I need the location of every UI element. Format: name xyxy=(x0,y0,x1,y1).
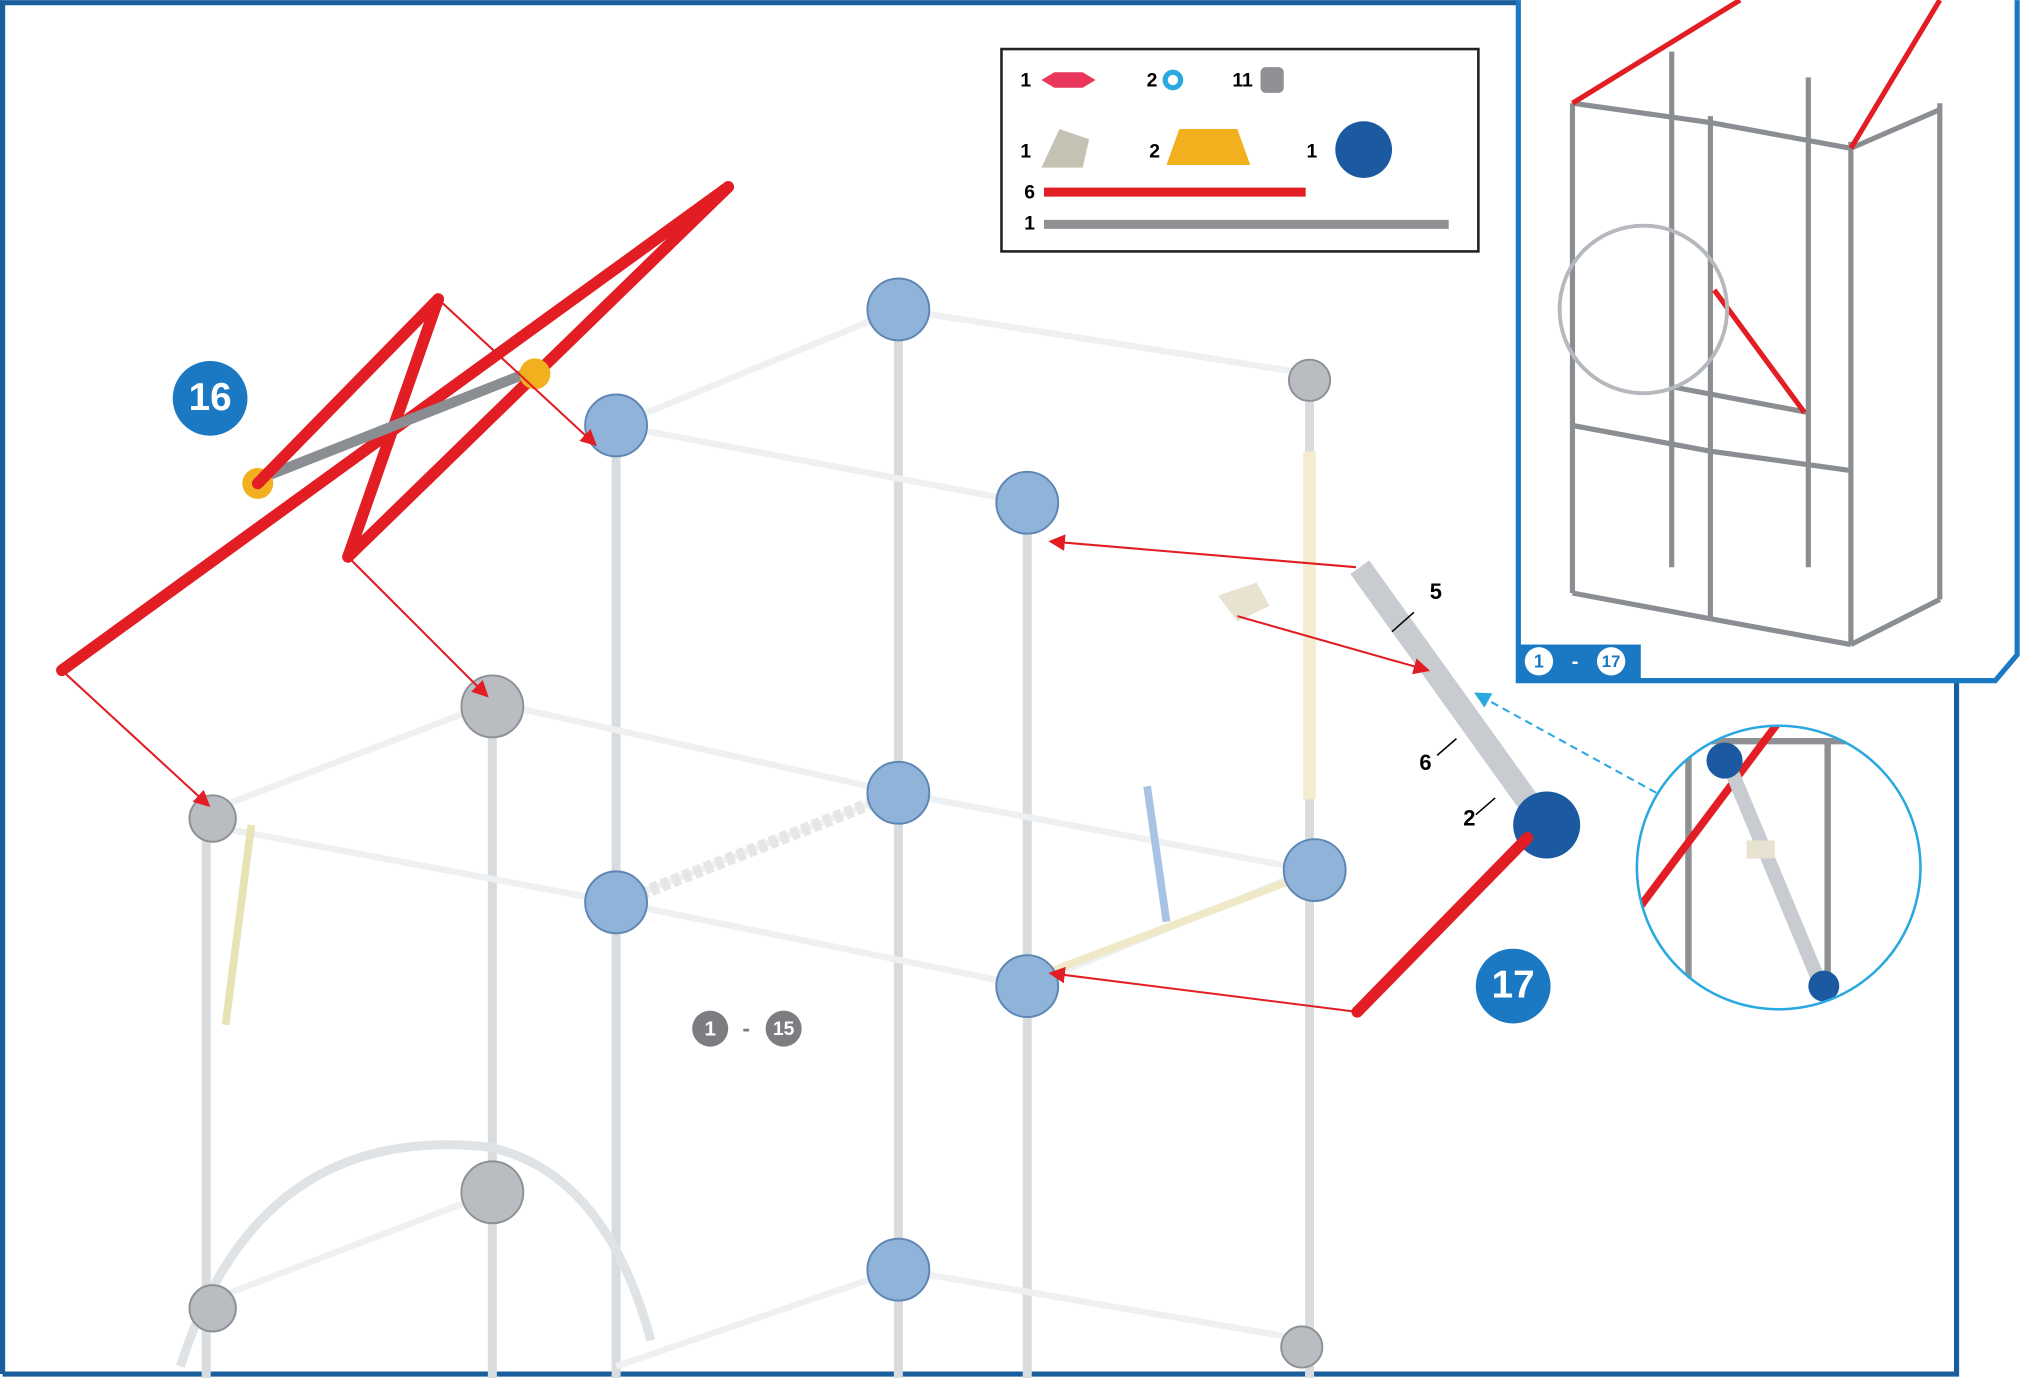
callout: 2 xyxy=(1463,806,1475,831)
range-from: 1 xyxy=(704,1017,715,1040)
callout: 5 xyxy=(1430,579,1442,604)
part-count: 2 xyxy=(1149,141,1160,162)
range-separator: - xyxy=(1572,650,1579,673)
part-count: 6 xyxy=(1024,183,1035,204)
range-separator: - xyxy=(742,1015,750,1041)
part-count: 1 xyxy=(1024,213,1035,234)
callout: 6 xyxy=(1419,750,1431,775)
instruction-page: 5 6 2 16 17 1 - 15 1 2 11 1 2 1 6 1 xyxy=(0,0,2021,1378)
parts-list: 1 2 11 1 2 1 6 1 xyxy=(1001,49,1478,251)
range-to: 17 xyxy=(1602,652,1621,671)
range-from: 1 xyxy=(1534,651,1544,671)
part-count: 2 xyxy=(1147,70,1158,91)
detail-zoom xyxy=(1624,722,1933,1018)
overview-inset: 1 - 17 xyxy=(1518,0,2017,681)
part-count: 11 xyxy=(1232,70,1253,91)
range-to: 15 xyxy=(773,1019,795,1040)
part-count: 1 xyxy=(1307,141,1318,162)
step-number: 16 xyxy=(189,376,232,419)
part-count: 1 xyxy=(1020,141,1031,162)
step-number: 17 xyxy=(1492,964,1535,1007)
part-count: 1 xyxy=(1020,70,1031,91)
